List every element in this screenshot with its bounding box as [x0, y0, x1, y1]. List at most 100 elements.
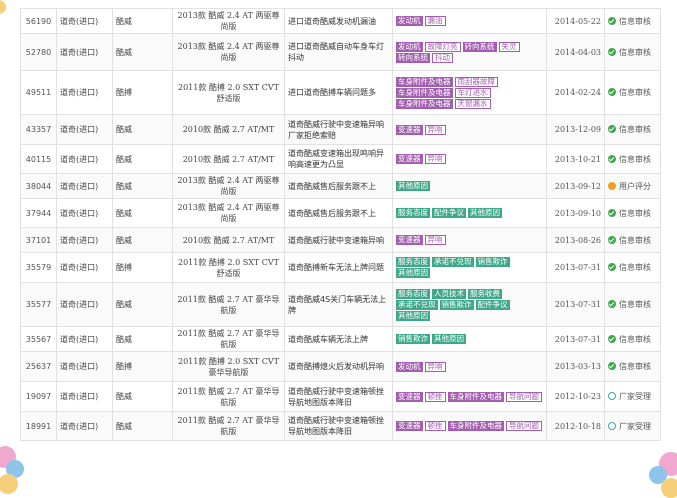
complaint-date: 2012-10-18: [546, 411, 605, 441]
issue-tag[interactable]: 车灯进水: [454, 87, 491, 98]
issue-tag[interactable]: 车身附件及电器: [447, 421, 504, 431]
issue-tag[interactable]: 失灵: [498, 41, 520, 52]
complaint-title-link[interactable]: 道奇酷威行驶中变速箱异响: [284, 227, 393, 253]
table-row[interactable]: 35577 道奇(进口) 酷威 2011款 酷威 2.7 AT 豪华导航版 道奇酷威4S…: [20, 282, 661, 327]
issue-tag[interactable]: 异响: [424, 235, 446, 245]
issue-tags: 服务态度 配件争议 其他原因: [392, 198, 547, 228]
issue-tag[interactable]: 异响: [424, 124, 446, 135]
issue-tags: 服务态度 人员技术 服务收费承诺不兑现 销售欺诈 配件争议其他原因: [392, 282, 547, 327]
status-cell: 信息审核: [604, 198, 661, 228]
issue-tag[interactable]: 服务态度: [396, 208, 430, 218]
issue-tag[interactable]: 其他原因: [468, 208, 502, 218]
table-row[interactable]: 37944 道奇(进口) 酷威 2013款 酷威 2.4 AT 两驱尊尚版 道奇酷威售后…: [20, 198, 661, 228]
complaint-id: 19097: [20, 381, 57, 412]
table-row[interactable]: 49511 道奇(进口) 酷搏 2011款 酷搏 2.0 SXT CVT 舒适版 进口道…: [20, 70, 661, 115]
complaint-title-link[interactable]: 道奇酷搏新车无法上牌问题: [284, 252, 393, 283]
tag-list: 其他原因: [396, 181, 543, 191]
issue-tag[interactable]: 转向系统: [462, 41, 497, 52]
complaint-title-link[interactable]: 道奇酷威行驶中变速箱顿挫导航地图版本降旧: [284, 411, 393, 441]
issue-tag[interactable]: 其他原因: [396, 268, 430, 278]
issue-tags: 变速器 异响: [392, 227, 547, 253]
issue-tag[interactable]: 漏油: [424, 16, 446, 26]
issue-tag[interactable]: 发动机: [396, 361, 423, 372]
table-row[interactable]: 35579 道奇(进口) 酷搏 2011款 酷搏 2.0 SXT CVT 舒适版 道奇酷…: [20, 252, 661, 283]
table-row[interactable]: 43357 道奇(进口) 酷威 2010款 酷威 2.7 AT/MT 道奇酷威行驶中变速…: [20, 114, 661, 145]
issue-tag[interactable]: 转向系统: [396, 52, 430, 63]
issue-tag[interactable]: 承诺不兑现: [396, 299, 438, 310]
issue-tag[interactable]: 车身附件及电器: [447, 391, 504, 402]
issue-tag[interactable]: 顿挫: [424, 421, 446, 431]
table-row[interactable]: 38044 道奇(进口) 酷威 2013款 酷威 2.4 AT 两驱尊尚版 道奇酷威售后…: [20, 173, 661, 199]
issue-tag[interactable]: 配件争议: [432, 208, 466, 218]
check-circle-icon: [608, 88, 616, 96]
issue-tag[interactable]: 服务态度: [396, 257, 430, 267]
tag-list: 服务态度 人员技术 服务收费承诺不兑现 销售欺诈 配件争议其他原因: [396, 288, 543, 321]
issue-tag[interactable]: 承诺不兑现: [432, 257, 474, 267]
tag-list: 变速器 异响: [396, 235, 543, 245]
complaint-title-link[interactable]: 道奇酷搏熄火后发动机异响: [284, 351, 393, 382]
model-cell: 2011款 酷搏 2.0 SXT CVT 舒适版: [172, 70, 285, 115]
issue-tag[interactable]: 导航问题: [506, 421, 542, 431]
issue-tag[interactable]: 变速器: [396, 154, 423, 164]
issue-tag[interactable]: 变速器: [396, 391, 423, 402]
issue-tag[interactable]: 抖动: [432, 52, 453, 63]
complaint-table-body: 56190 道奇(进口) 酷威 2013款 酷威 2.4 AT 两驱尊尚版 进口道奇酷威…: [20, 8, 661, 441]
issue-tag[interactable]: 导航问题: [506, 391, 542, 402]
issue-tag[interactable]: 变速器: [396, 124, 423, 135]
complaint-title-link[interactable]: 道奇酷威变速箱出现鸣响异响高速更为凸显: [284, 144, 393, 174]
model-cell: 2013款 酷威 2.4 AT 两驱尊尚版: [172, 33, 285, 71]
tag-list: 变速器 顿挫 车身附件及电器 导航问题: [396, 421, 543, 431]
table-row[interactable]: 56190 道奇(进口) 酷威 2013款 酷威 2.4 AT 两驱尊尚版 进口道奇酷威…: [20, 8, 661, 34]
status-label: 信息审核: [619, 16, 651, 26]
complaint-date: 2014-04-03: [546, 33, 605, 71]
model-cell: 2013款 酷威 2.4 AT 两驱尊尚版: [172, 8, 285, 34]
issue-tag[interactable]: 其他原因: [396, 181, 430, 191]
issue-tag[interactable]: 车身附件及电器: [396, 76, 453, 87]
issue-tag[interactable]: 故障灯亮: [424, 41, 461, 52]
issue-tag[interactable]: 变速器: [396, 421, 423, 431]
check-circle-icon: [608, 300, 616, 308]
complaint-title-link[interactable]: 道奇酷威售后服务跟不上: [284, 198, 393, 228]
issue-tag[interactable]: 销售欺诈: [439, 299, 474, 310]
issue-tag[interactable]: 车身附件及电器: [396, 87, 453, 98]
table-row[interactable]: 25637 道奇(进口) 酷搏 2011款 酷搏 2.0 SXT CVT 豪华导航版道…: [20, 351, 661, 382]
issue-tag[interactable]: 车身附件及电器: [396, 98, 453, 109]
issue-tag[interactable]: 异响: [424, 154, 446, 164]
complaint-title-link[interactable]: 道奇酷威4S关门车辆无法上牌: [284, 282, 393, 327]
issue-tag[interactable]: 异响: [424, 361, 446, 372]
issue-tag[interactable]: 变速器: [396, 235, 423, 245]
status-cell: 信息审核: [604, 351, 661, 382]
brand-cell: 道奇(进口): [56, 411, 113, 441]
issue-tag[interactable]: 销售欺诈: [475, 257, 510, 267]
complaint-date: 2013-07-31: [546, 252, 605, 283]
decorative-dot: [661, 478, 677, 498]
issue-tag[interactable]: 其他原因: [396, 310, 430, 321]
complaint-title-link[interactable]: 进口道奇酷搏车辆问题多: [284, 70, 393, 115]
series-cell: 酷威: [112, 173, 173, 199]
issue-tag[interactable]: 发动机: [396, 16, 423, 26]
table-row[interactable]: 19097 道奇(进口) 酷威 2011款 酷威 2.7 AT 豪华导航版 道奇酷威行驶…: [20, 381, 661, 412]
issue-tag[interactable]: 雨刮器故障: [454, 76, 498, 87]
complaint-title-link[interactable]: 进口道奇酷威自动车身车灯抖动: [284, 33, 393, 71]
complaint-title-link[interactable]: 道奇酷威车辆无法上牌: [284, 326, 393, 352]
issue-tag[interactable]: 顿挫: [424, 391, 446, 402]
complaint-title-link[interactable]: 进口道奇酷威发动机漏油: [284, 8, 393, 34]
complaint-date: 2013-12-09: [546, 114, 605, 145]
table-row[interactable]: 40115 道奇(进口) 酷威 2010款 酷威 2.7 AT/MT 道奇酷威变速箱出现…: [20, 144, 661, 174]
issue-tag[interactable]: 销售欺诈: [396, 334, 430, 344]
complaint-title-link[interactable]: 道奇酷威行驶中变速箱顿挫导航地图版本降旧: [284, 381, 393, 412]
issue-tag[interactable]: 人员技术: [432, 288, 466, 299]
issue-tag[interactable]: 天窗漏水: [454, 98, 491, 109]
issue-tag[interactable]: 服务收费: [468, 288, 502, 299]
complaint-title-link[interactable]: 道奇酷威售后服务跟不上: [284, 173, 393, 199]
table-row[interactable]: 37101 道奇(进口) 酷威 2010款 酷威 2.7 AT/MT 道奇酷威行驶中变速…: [20, 227, 661, 253]
issue-tag[interactable]: 配件争议: [475, 299, 510, 310]
table-row[interactable]: 52780 道奇(进口) 酷威 2013款 酷威 2.4 AT 两驱尊尚版 进口道奇酷威…: [20, 33, 661, 71]
model-cell: 2011款 酷搏 2.0 SXT CVT 舒适版: [172, 252, 285, 283]
table-row[interactable]: 35567 道奇(进口) 酷威 2011款 酷威 2.7 AT 豪华导航版 道奇酷威车辆…: [20, 326, 661, 352]
table-row[interactable]: 18991 道奇(进口) 酷威 2011款 酷威 2.7 AT 豪华导航版 道奇酷威行驶…: [20, 411, 661, 441]
issue-tag[interactable]: 其他原因: [432, 334, 466, 344]
issue-tag[interactable]: 发动机: [396, 41, 423, 52]
issue-tag[interactable]: 服务态度: [396, 288, 430, 299]
complaint-title-link[interactable]: 道奇酷威行驶中变速箱异响厂家拒绝索赔: [284, 114, 393, 145]
